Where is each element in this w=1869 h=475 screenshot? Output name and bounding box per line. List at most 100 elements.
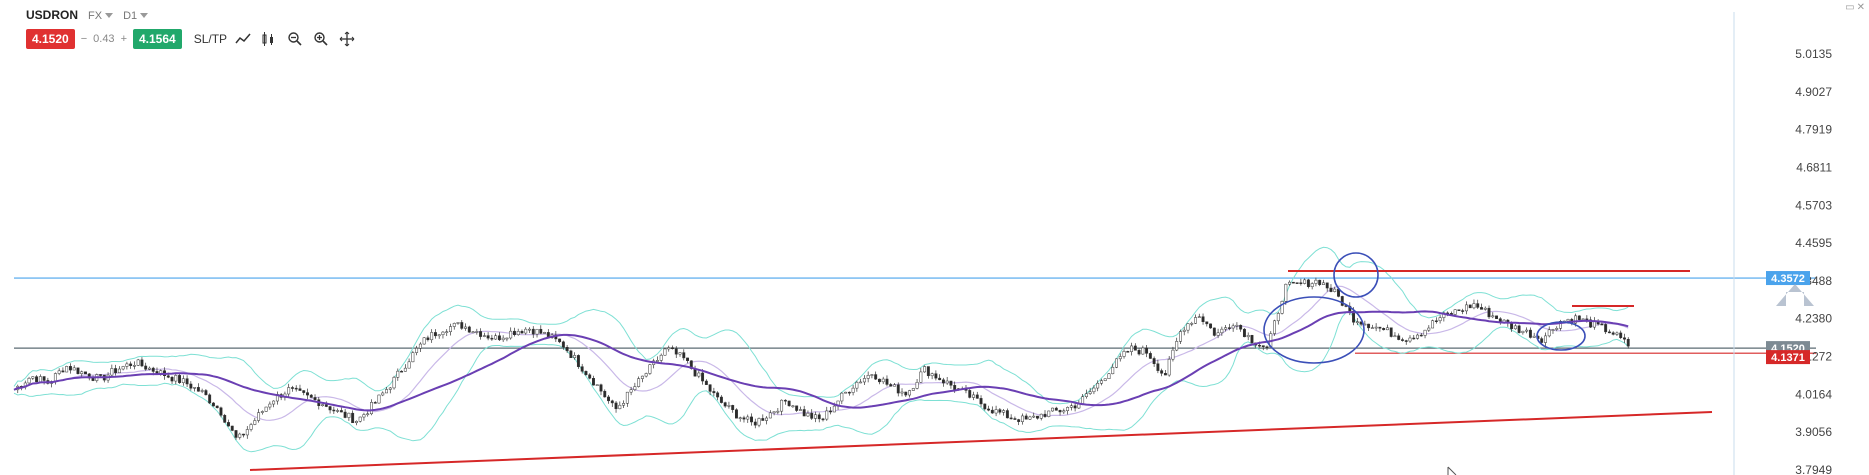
support-trendline[interactable] [249,411,1713,471]
price-tick-label: 4.2380 [1795,312,1832,326]
candle-body [1145,347,1149,354]
scroll-up-arrow-icon[interactable] [1776,284,1814,306]
plot-area[interactable] [13,246,1816,453]
candle-body [381,392,385,396]
candle-body [1152,358,1156,364]
candle-body [227,422,230,427]
candle-body [1069,405,1073,408]
sltp-button[interactable]: SL/TP [193,32,228,46]
candle-body [637,378,641,387]
candle-body [1528,329,1532,338]
buy-button[interactable]: 4.1564 [133,29,182,49]
candle-body [738,417,742,419]
candle-body [84,371,87,375]
annotations [249,252,1713,471]
candle-body [1092,387,1096,393]
candle-body [1480,307,1483,310]
line-chart-icon[interactable] [233,29,253,49]
crosshair-icon[interactable] [337,29,357,49]
candle-body [1077,403,1081,409]
candle-body [1615,332,1619,335]
annotation-circle-top[interactable] [1333,252,1379,298]
sell-button[interactable]: 4.1520 [26,29,75,49]
candle-body [1054,407,1058,411]
candle-body [178,375,182,383]
candle-body [377,394,381,404]
symbol-name[interactable]: USDRON [26,8,79,22]
candle-body [358,416,362,422]
candle-body [644,373,648,377]
candle-body [1495,315,1498,319]
candle-body [57,370,61,374]
candle-body [370,402,373,415]
candle-body [494,335,498,340]
market-selector[interactable]: FX [88,8,114,22]
candle-body [1487,307,1491,318]
candle-body [449,326,452,332]
candle-body [934,373,938,379]
candle-body [497,335,501,341]
candle-body [223,415,227,423]
candles-icon[interactable] [259,29,279,49]
candle-body [1163,373,1167,376]
candle-body [1623,337,1626,340]
timeframe-selector[interactable]: D1 [123,8,149,22]
annotation-circle-left[interactable] [1263,296,1365,364]
candle-body [302,390,306,393]
candle-body [1619,332,1623,339]
candle-body [189,383,193,389]
candle-body [806,412,810,417]
candle-body [618,404,622,410]
candle-body [708,384,712,392]
spread-decrease-button[interactable]: − [80,33,88,45]
candle-body [464,326,467,329]
candle-body [945,380,949,384]
candle-body [923,366,927,373]
candle-body [866,375,870,379]
zoom-out-icon[interactable] [285,29,305,49]
candle-body [1574,315,1578,324]
annotation-circle-right[interactable] [1536,321,1586,351]
candle-body [388,387,392,390]
candle-body [1258,344,1261,347]
candle-body [245,429,249,436]
candle-body [580,366,584,372]
candle-body [847,391,851,394]
candle-body [1604,324,1608,333]
zoom-in-icon[interactable] [311,29,331,49]
candle-body [979,398,983,405]
candle-body [1431,320,1435,329]
candle-body [1111,367,1115,375]
candle-body [723,402,727,407]
candle-body [430,332,434,341]
candle-body [1284,283,1288,302]
minimize-icon[interactable]: ▭ [1845,2,1855,13]
close-icon[interactable]: ✕ [1856,2,1865,13]
price-tick-label: 4.5703 [1795,198,1832,212]
candle-body [1295,282,1299,284]
candle-body [268,403,272,408]
candle-body [287,387,291,395]
candle-body [975,394,979,399]
candle-body [290,387,294,389]
price-axis[interactable]: 5.01354.90274.79194.68114.57034.45954.34… [1795,47,1832,475]
candle-body [422,337,426,345]
candle-body [569,350,573,359]
spread-increase-button[interactable]: + [120,33,127,45]
candle-body [114,368,118,374]
candle-body [953,385,957,391]
candle-body [817,414,821,420]
candle-body [38,376,42,383]
candle-body [704,380,708,385]
candle-body [373,402,377,404]
candle-body [1389,327,1393,337]
candle-body [1088,391,1092,394]
candle-body [215,405,219,409]
candle-body [1461,310,1465,312]
candle-body [1544,335,1547,343]
candle-body [509,330,513,339]
candle-body [1058,410,1062,413]
candle-body [1197,316,1201,318]
candle-body [926,366,930,377]
